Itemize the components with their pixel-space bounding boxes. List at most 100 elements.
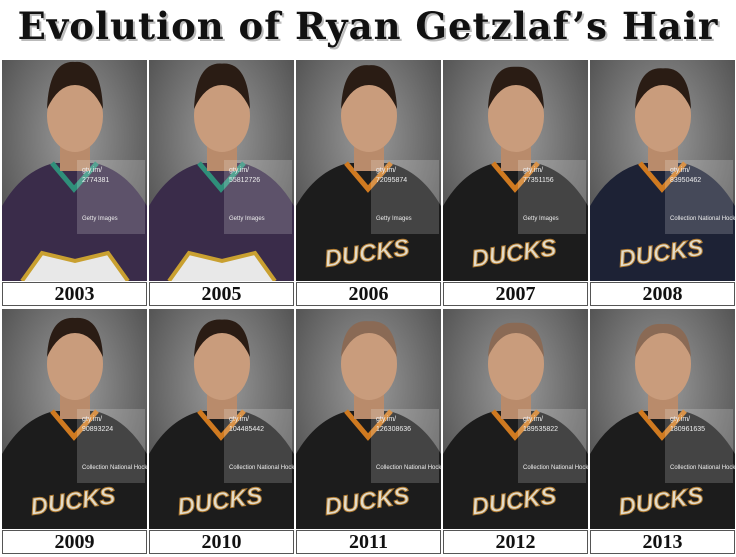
watermark-box [77,409,145,483]
watermark-site: gty.im/ [229,416,249,423]
watermark-credit: Getty Images [82,216,118,222]
photo: gty.im/2774381 Getty Images [2,60,147,281]
face [341,80,397,152]
watermark-id: 189535822 [523,426,558,433]
watermark-box [224,409,292,483]
watermark-box [371,160,439,234]
watermark-id: 2774381 [82,177,109,184]
watermark-credit: Getty Images [229,216,265,222]
watermark-credit: Collection National Hockey League [229,465,294,471]
watermark-id: 77351156 [523,177,554,184]
photo-cell: DUCKS gty.im/77351156 Getty Images 2007 [443,60,588,306]
watermark-site: gty.im/ [229,167,249,174]
year-caption: 2009 [2,530,147,554]
photo-cell: DUCKS gty.im/126308636 Collection National… [296,309,441,554]
watermark-id: 126308636 [376,426,411,433]
photo-cell: DUCKS gty.im/72095874 Getty Images 2006 [296,60,441,306]
year-caption: 2006 [296,282,441,306]
jersey [149,163,294,281]
mask-logo [167,250,277,281]
face [488,80,544,152]
collar [491,409,540,441]
watermark-box [77,160,145,234]
watermark-id: 72095874 [376,177,407,184]
mask-logo [20,250,130,281]
hair [635,323,691,357]
jersey [2,163,147,281]
watermark-site: gty.im/ [670,167,690,174]
photo-cell: DUCKS gty.im/189535822 Collection National… [443,309,588,554]
year-caption: 2012 [443,530,588,554]
watermark-site: gty.im/ [523,416,543,423]
jersey [296,411,441,529]
year-caption: 2005 [149,282,294,306]
photo: gty.im/55812726 Getty Images [149,60,294,281]
watermark-box [518,409,586,483]
photo-cell: gty.im/2774381 Getty Images 2003 [2,60,147,306]
collar [344,409,393,441]
hair [488,322,544,357]
watermark-credit: Collection National Hockey League [670,216,735,222]
photo-cell: gty.im/55812726 Getty Images 2005 [149,60,294,306]
jersey [443,163,588,281]
face [47,328,103,400]
hair [47,317,103,357]
watermark-site: gty.im/ [670,416,690,423]
year-caption: 2011 [296,530,441,554]
jersey [2,411,147,529]
collar [197,161,246,193]
photo-cell: DUCKS gty.im/104485442 Collection National… [149,309,294,554]
photo-cell: DUCKS gty.im/90893224 Collection National … [2,309,147,554]
watermark-id: 90893224 [82,426,113,433]
watermark-box [224,160,292,234]
photo-cell: DUCKS gty.im/180961635 Collection National… [590,309,735,554]
jersey [443,411,588,529]
watermark-site: gty.im/ [523,167,543,174]
watermark-site: gty.im/ [376,416,396,423]
watermark-id: 55812726 [229,177,260,184]
year-caption: 2013 [590,530,735,554]
face [194,80,250,152]
collar [197,409,246,441]
watermark-id: 83950462 [670,177,701,184]
watermark-box [665,409,733,483]
jersey [590,163,735,281]
collar [50,161,99,193]
watermark-id: 180961635 [670,426,705,433]
collar [50,409,99,441]
collar [638,409,687,441]
watermark-credit: Getty Images [523,216,559,222]
watermark-credit: Collection National Hockey League [670,465,735,471]
watermark-credit: Collection National Hockey League [523,465,588,471]
face [488,328,544,400]
photo: DUCKS gty.im/104485442 Collection National… [149,309,294,529]
jersey [296,163,441,281]
hair [341,321,397,357]
face [635,80,691,152]
watermark-id: 104485442 [229,426,264,433]
watermark-site: gty.im/ [376,167,396,174]
watermark-box [371,409,439,483]
hair [47,61,103,109]
face [47,80,103,152]
hair [194,63,250,109]
hair [488,66,544,109]
jersey [590,411,735,529]
face [635,328,691,400]
year-caption: 2008 [590,282,735,306]
collar [638,161,687,193]
watermark-site: gty.im/ [82,416,102,423]
photo-cell: DUCKS gty.im/83950462 Collection National … [590,60,735,306]
jersey [149,411,294,529]
year-caption: 2003 [2,282,147,306]
face [341,328,397,400]
watermark-box [665,160,733,234]
collar [344,161,393,193]
watermark-credit: Collection National Hockey League [376,465,441,471]
watermark-credit: Collection National Hockey League [82,465,147,471]
